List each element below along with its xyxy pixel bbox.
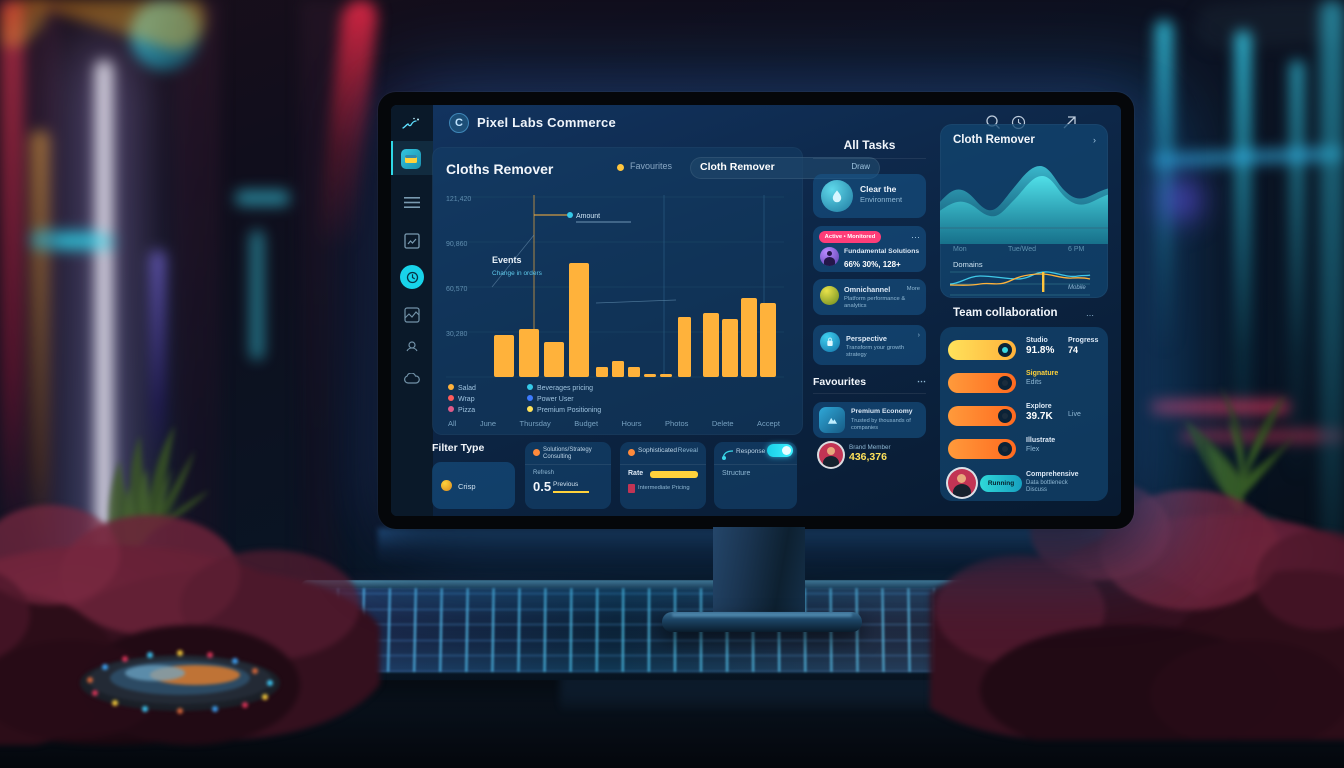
- svg-text:121,420: 121,420: [446, 196, 471, 203]
- svg-text:90,860: 90,860: [446, 241, 468, 248]
- svg-text:30,280: 30,280: [446, 331, 468, 338]
- svg-text:Mobile: Mobile: [1068, 285, 1086, 291]
- svg-text:Change in orders: Change in orders: [492, 270, 543, 277]
- svg-text:60,570: 60,570: [446, 286, 468, 293]
- svg-text:Amount: Amount: [576, 213, 600, 220]
- svg-text:Events: Events: [492, 255, 522, 265]
